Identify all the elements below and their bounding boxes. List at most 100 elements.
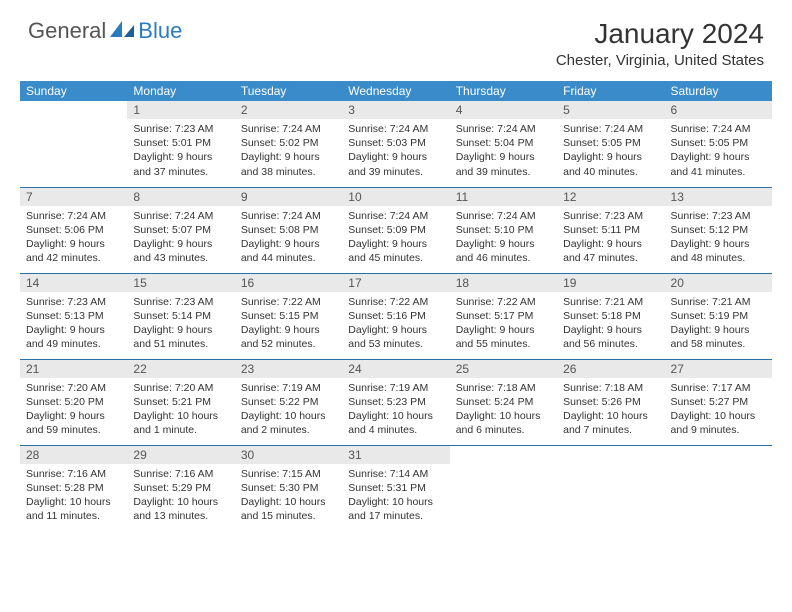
day-number: 31 [342, 446, 449, 464]
calendar-cell: 2Sunrise: 7:24 AMSunset: 5:02 PMDaylight… [235, 101, 342, 187]
day-info: Sunrise: 7:22 AMSunset: 5:16 PMDaylight:… [342, 292, 449, 356]
logo-text-blue: Blue [138, 18, 182, 44]
weekday-header: Sunday [20, 81, 127, 101]
location: Chester, Virginia, United States [556, 52, 764, 69]
day-info: Sunrise: 7:24 AMSunset: 5:10 PMDaylight:… [450, 206, 557, 270]
calendar-cell: 25Sunrise: 7:18 AMSunset: 5:24 PMDayligh… [450, 359, 557, 445]
day-number: 25 [450, 360, 557, 378]
day-number: 19 [557, 274, 664, 292]
day-number: 14 [20, 274, 127, 292]
day-info: Sunrise: 7:24 AMSunset: 5:05 PMDaylight:… [557, 119, 664, 183]
day-number: 18 [450, 274, 557, 292]
day-number: 24 [342, 360, 449, 378]
calendar-cell [20, 101, 127, 187]
calendar-table: SundayMondayTuesdayWednesdayThursdayFrid… [20, 81, 772, 531]
calendar-cell: 26Sunrise: 7:18 AMSunset: 5:26 PMDayligh… [557, 359, 664, 445]
day-info: Sunrise: 7:24 AMSunset: 5:04 PMDaylight:… [450, 119, 557, 183]
day-number: 16 [235, 274, 342, 292]
calendar-cell: 9Sunrise: 7:24 AMSunset: 5:08 PMDaylight… [235, 187, 342, 273]
day-number: 9 [235, 188, 342, 206]
calendar-cell: 19Sunrise: 7:21 AMSunset: 5:18 PMDayligh… [557, 273, 664, 359]
day-info: Sunrise: 7:18 AMSunset: 5:26 PMDaylight:… [557, 378, 664, 442]
calendar-cell [665, 445, 772, 531]
day-info: Sunrise: 7:21 AMSunset: 5:19 PMDaylight:… [665, 292, 772, 356]
calendar-cell: 18Sunrise: 7:22 AMSunset: 5:17 PMDayligh… [450, 273, 557, 359]
calendar-row: 1Sunrise: 7:23 AMSunset: 5:01 PMDaylight… [20, 101, 772, 187]
day-number: 23 [235, 360, 342, 378]
calendar-cell: 8Sunrise: 7:24 AMSunset: 5:07 PMDaylight… [127, 187, 234, 273]
calendar-body: 1Sunrise: 7:23 AMSunset: 5:01 PMDaylight… [20, 101, 772, 531]
day-info: Sunrise: 7:23 AMSunset: 5:14 PMDaylight:… [127, 292, 234, 356]
day-number: 17 [342, 274, 449, 292]
calendar-cell: 10Sunrise: 7:24 AMSunset: 5:09 PMDayligh… [342, 187, 449, 273]
day-info: Sunrise: 7:15 AMSunset: 5:30 PMDaylight:… [235, 464, 342, 528]
calendar-row: 21Sunrise: 7:20 AMSunset: 5:20 PMDayligh… [20, 359, 772, 445]
calendar-cell: 5Sunrise: 7:24 AMSunset: 5:05 PMDaylight… [557, 101, 664, 187]
day-number: 21 [20, 360, 127, 378]
weekday-header: Wednesday [342, 81, 449, 101]
day-info: Sunrise: 7:24 AMSunset: 5:03 PMDaylight:… [342, 119, 449, 183]
day-info: Sunrise: 7:20 AMSunset: 5:21 PMDaylight:… [127, 378, 234, 442]
calendar-cell: 21Sunrise: 7:20 AMSunset: 5:20 PMDayligh… [20, 359, 127, 445]
day-info: Sunrise: 7:14 AMSunset: 5:31 PMDaylight:… [342, 464, 449, 528]
day-info: Sunrise: 7:24 AMSunset: 5:02 PMDaylight:… [235, 119, 342, 183]
day-number: 3 [342, 101, 449, 119]
day-number: 4 [450, 101, 557, 119]
day-number: 22 [127, 360, 234, 378]
day-info: Sunrise: 7:19 AMSunset: 5:22 PMDaylight:… [235, 378, 342, 442]
day-number: 2 [235, 101, 342, 119]
calendar-cell: 24Sunrise: 7:19 AMSunset: 5:23 PMDayligh… [342, 359, 449, 445]
calendar-cell: 7Sunrise: 7:24 AMSunset: 5:06 PMDaylight… [20, 187, 127, 273]
day-number: 5 [557, 101, 664, 119]
day-number: 8 [127, 188, 234, 206]
logo: General Blue [28, 18, 182, 44]
month-title: January 2024 [556, 18, 764, 50]
day-info: Sunrise: 7:24 AMSunset: 5:08 PMDaylight:… [235, 206, 342, 270]
weekday-header: Thursday [450, 81, 557, 101]
calendar-cell: 17Sunrise: 7:22 AMSunset: 5:16 PMDayligh… [342, 273, 449, 359]
day-info: Sunrise: 7:19 AMSunset: 5:23 PMDaylight:… [342, 378, 449, 442]
calendar-cell: 30Sunrise: 7:15 AMSunset: 5:30 PMDayligh… [235, 445, 342, 531]
day-info: Sunrise: 7:24 AMSunset: 5:06 PMDaylight:… [20, 206, 127, 270]
weekday-header-row: SundayMondayTuesdayWednesdayThursdayFrid… [20, 81, 772, 101]
day-number: 20 [665, 274, 772, 292]
day-number: 28 [20, 446, 127, 464]
day-number: 29 [127, 446, 234, 464]
day-info: Sunrise: 7:23 AMSunset: 5:13 PMDaylight:… [20, 292, 127, 356]
day-number: 11 [450, 188, 557, 206]
calendar-cell: 22Sunrise: 7:20 AMSunset: 5:21 PMDayligh… [127, 359, 234, 445]
day-number: 7 [20, 188, 127, 206]
day-number: 30 [235, 446, 342, 464]
logo-sail-icon [108, 19, 136, 44]
day-info: Sunrise: 7:21 AMSunset: 5:18 PMDaylight:… [557, 292, 664, 356]
calendar-cell: 13Sunrise: 7:23 AMSunset: 5:12 PMDayligh… [665, 187, 772, 273]
calendar-row: 28Sunrise: 7:16 AMSunset: 5:28 PMDayligh… [20, 445, 772, 531]
day-info: Sunrise: 7:22 AMSunset: 5:17 PMDaylight:… [450, 292, 557, 356]
calendar-cell [557, 445, 664, 531]
day-info: Sunrise: 7:16 AMSunset: 5:28 PMDaylight:… [20, 464, 127, 528]
calendar-cell: 27Sunrise: 7:17 AMSunset: 5:27 PMDayligh… [665, 359, 772, 445]
day-info: Sunrise: 7:23 AMSunset: 5:01 PMDaylight:… [127, 119, 234, 183]
calendar-cell: 14Sunrise: 7:23 AMSunset: 5:13 PMDayligh… [20, 273, 127, 359]
calendar-cell: 23Sunrise: 7:19 AMSunset: 5:22 PMDayligh… [235, 359, 342, 445]
day-info: Sunrise: 7:22 AMSunset: 5:15 PMDaylight:… [235, 292, 342, 356]
day-info: Sunrise: 7:23 AMSunset: 5:12 PMDaylight:… [665, 206, 772, 270]
day-info: Sunrise: 7:17 AMSunset: 5:27 PMDaylight:… [665, 378, 772, 442]
day-number: 13 [665, 188, 772, 206]
calendar-cell: 11Sunrise: 7:24 AMSunset: 5:10 PMDayligh… [450, 187, 557, 273]
calendar-cell: 29Sunrise: 7:16 AMSunset: 5:29 PMDayligh… [127, 445, 234, 531]
calendar-cell: 6Sunrise: 7:24 AMSunset: 5:05 PMDaylight… [665, 101, 772, 187]
day-info: Sunrise: 7:24 AMSunset: 5:05 PMDaylight:… [665, 119, 772, 183]
day-info: Sunrise: 7:23 AMSunset: 5:11 PMDaylight:… [557, 206, 664, 270]
calendar-cell: 12Sunrise: 7:23 AMSunset: 5:11 PMDayligh… [557, 187, 664, 273]
day-info: Sunrise: 7:16 AMSunset: 5:29 PMDaylight:… [127, 464, 234, 528]
day-info: Sunrise: 7:20 AMSunset: 5:20 PMDaylight:… [20, 378, 127, 442]
weekday-header: Friday [557, 81, 664, 101]
calendar-cell [450, 445, 557, 531]
calendar-cell: 28Sunrise: 7:16 AMSunset: 5:28 PMDayligh… [20, 445, 127, 531]
day-number: 6 [665, 101, 772, 119]
calendar-cell: 1Sunrise: 7:23 AMSunset: 5:01 PMDaylight… [127, 101, 234, 187]
day-info: Sunrise: 7:18 AMSunset: 5:24 PMDaylight:… [450, 378, 557, 442]
calendar-cell: 3Sunrise: 7:24 AMSunset: 5:03 PMDaylight… [342, 101, 449, 187]
calendar-cell: 31Sunrise: 7:14 AMSunset: 5:31 PMDayligh… [342, 445, 449, 531]
